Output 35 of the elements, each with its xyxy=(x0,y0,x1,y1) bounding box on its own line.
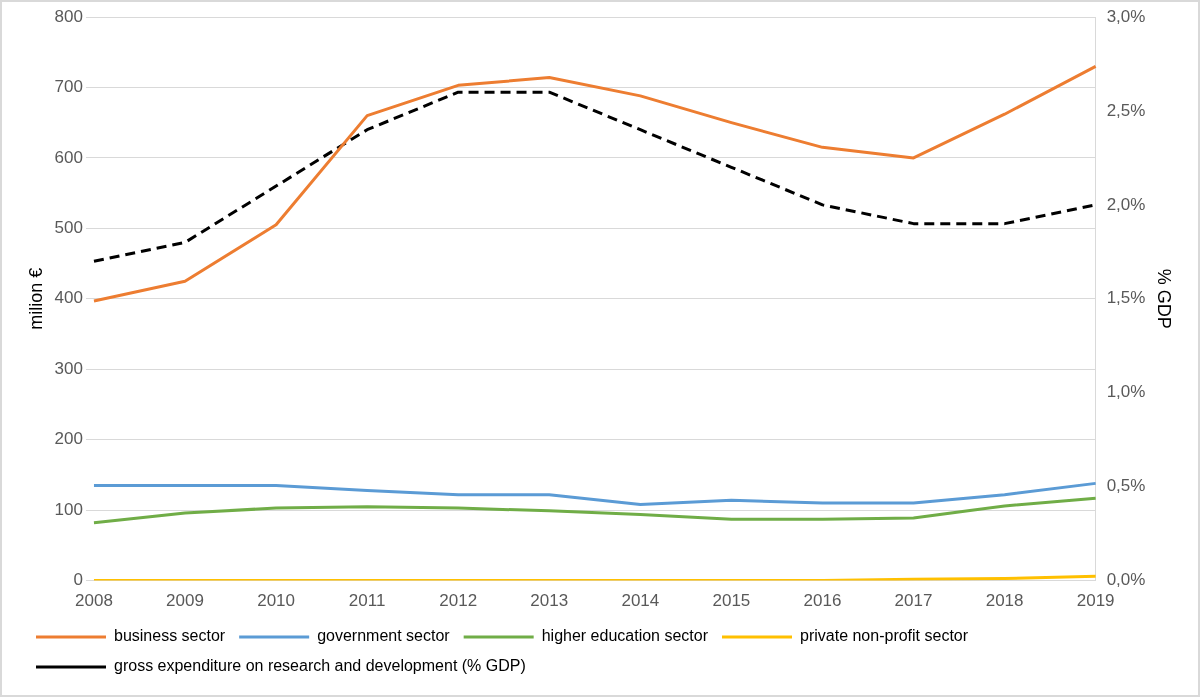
y-tick-label: 800 xyxy=(54,6,83,26)
y2-tick-label: 2,5% xyxy=(1106,100,1146,120)
x-tick-label: 2017 xyxy=(894,591,933,611)
y-tick-label: 0 xyxy=(73,570,83,590)
y2-tick-label: 1,0% xyxy=(1106,382,1146,402)
x-tick-label: 2015 xyxy=(712,591,751,611)
y-tick-label: 600 xyxy=(54,147,83,167)
y2-tick-label: 1,5% xyxy=(1106,288,1146,308)
y2-tick-label: 0,5% xyxy=(1106,476,1146,496)
legend-label: government sector xyxy=(317,627,451,645)
legend-label: gross expenditure on research and development (% GDP) xyxy=(114,657,526,675)
y-axis-title: milion € xyxy=(25,267,46,330)
x-tick-label: 2011 xyxy=(348,591,386,611)
y2-tick-label: 2,0% xyxy=(1106,194,1146,214)
x-tick-label: 2014 xyxy=(621,591,660,611)
legend-label: higher education sector xyxy=(541,627,709,645)
y-tick-label: 100 xyxy=(54,499,83,519)
y-tick-label: 200 xyxy=(54,429,83,449)
legend-label: business sector xyxy=(114,627,226,645)
y-tick-label: 700 xyxy=(54,77,83,97)
x-tick-label: 2009 xyxy=(166,591,204,611)
x-tick-label: 2010 xyxy=(257,591,295,611)
x-tick-label: 2019 xyxy=(1076,591,1115,611)
x-tick-label: 2018 xyxy=(985,591,1024,611)
y2-axis-title: % GDP xyxy=(1154,268,1175,329)
y2-tick-label: 0,0% xyxy=(1106,570,1146,590)
y-tick-label: 500 xyxy=(54,218,83,238)
y-tick-label: 400 xyxy=(54,288,83,308)
x-tick-label: 2013 xyxy=(530,591,569,611)
x-tick-label: 2016 xyxy=(803,591,842,611)
x-tick-label: 2012 xyxy=(439,591,478,611)
legend-label: private non-profit sector xyxy=(800,627,969,645)
x-tick-label: 2008 xyxy=(75,591,113,611)
y-tick-label: 300 xyxy=(54,358,83,378)
y2-tick-label: 3,0% xyxy=(1106,6,1146,26)
